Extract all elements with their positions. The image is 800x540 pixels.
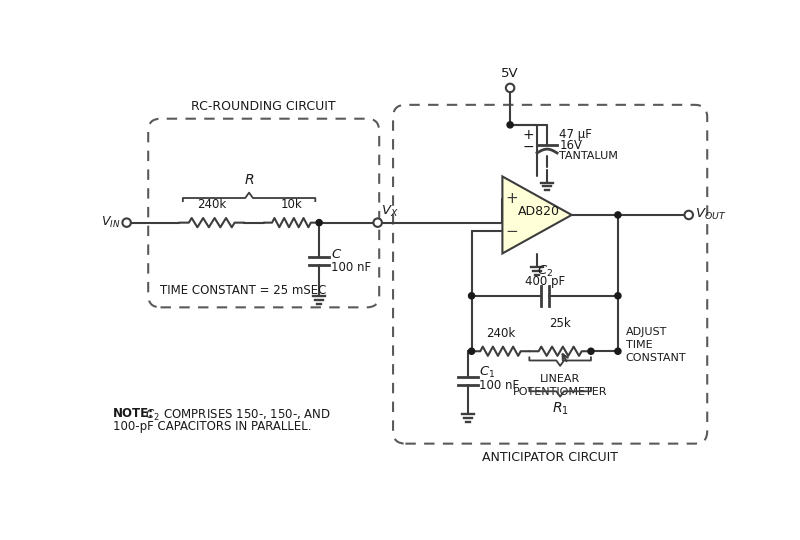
Text: 100 nF: 100 nF (331, 261, 371, 274)
Circle shape (122, 218, 131, 227)
Text: +: + (522, 128, 534, 142)
Text: ANTICIPATOR CIRCUIT: ANTICIPATOR CIRCUIT (482, 451, 618, 464)
Polygon shape (502, 177, 572, 253)
Circle shape (374, 218, 382, 227)
Text: 5V: 5V (502, 67, 519, 80)
Text: AD820: AD820 (518, 205, 559, 218)
Text: 25k: 25k (550, 316, 571, 330)
Circle shape (506, 84, 514, 92)
Text: TIME CONSTANT = 25 mSEC: TIME CONSTANT = 25 mSEC (160, 284, 326, 296)
Circle shape (316, 220, 322, 226)
Text: $R_1$: $R_1$ (552, 401, 569, 417)
Text: $V_X$: $V_X$ (381, 204, 398, 219)
Text: 10k: 10k (281, 198, 302, 211)
Text: 16V: 16V (559, 139, 582, 152)
Text: $V_{OUT}$: $V_{OUT}$ (695, 207, 726, 222)
Circle shape (615, 212, 621, 218)
Text: $C_2$: $C_2$ (537, 264, 553, 279)
Circle shape (615, 293, 621, 299)
Text: 240k: 240k (486, 327, 515, 340)
Text: $C_1$: $C_1$ (479, 365, 495, 380)
Text: −: − (522, 139, 534, 153)
Text: 47 μF: 47 μF (559, 129, 592, 141)
Text: LINEAR
POTENTIOMETER: LINEAR POTENTIOMETER (513, 374, 607, 397)
Circle shape (615, 348, 621, 354)
Text: R: R (244, 173, 254, 187)
Text: $V_{IN}$: $V_{IN}$ (101, 215, 121, 230)
Text: TANTALUM: TANTALUM (559, 151, 618, 161)
Circle shape (469, 293, 474, 299)
Text: RC-ROUNDING CIRCUIT: RC-ROUNDING CIRCUIT (191, 99, 336, 112)
Text: 100-pF CAPACITORS IN PARALLEL.: 100-pF CAPACITORS IN PARALLEL. (113, 420, 311, 433)
Text: +: + (506, 191, 518, 206)
Text: −: − (506, 224, 518, 239)
Circle shape (507, 122, 513, 128)
Text: 240k: 240k (197, 198, 226, 211)
Text: C: C (331, 248, 341, 261)
Text: $C_2$ COMPRISES 150-, 150-, AND: $C_2$ COMPRISES 150-, 150-, AND (142, 408, 331, 422)
Text: 100 nF: 100 nF (479, 379, 519, 392)
Text: ADJUST
TIME
CONSTANT: ADJUST TIME CONSTANT (626, 327, 686, 363)
Circle shape (469, 348, 474, 354)
Text: 400 pF: 400 pF (525, 275, 565, 288)
Circle shape (588, 348, 594, 354)
Circle shape (685, 211, 693, 219)
Text: NOTE:: NOTE: (113, 408, 154, 421)
